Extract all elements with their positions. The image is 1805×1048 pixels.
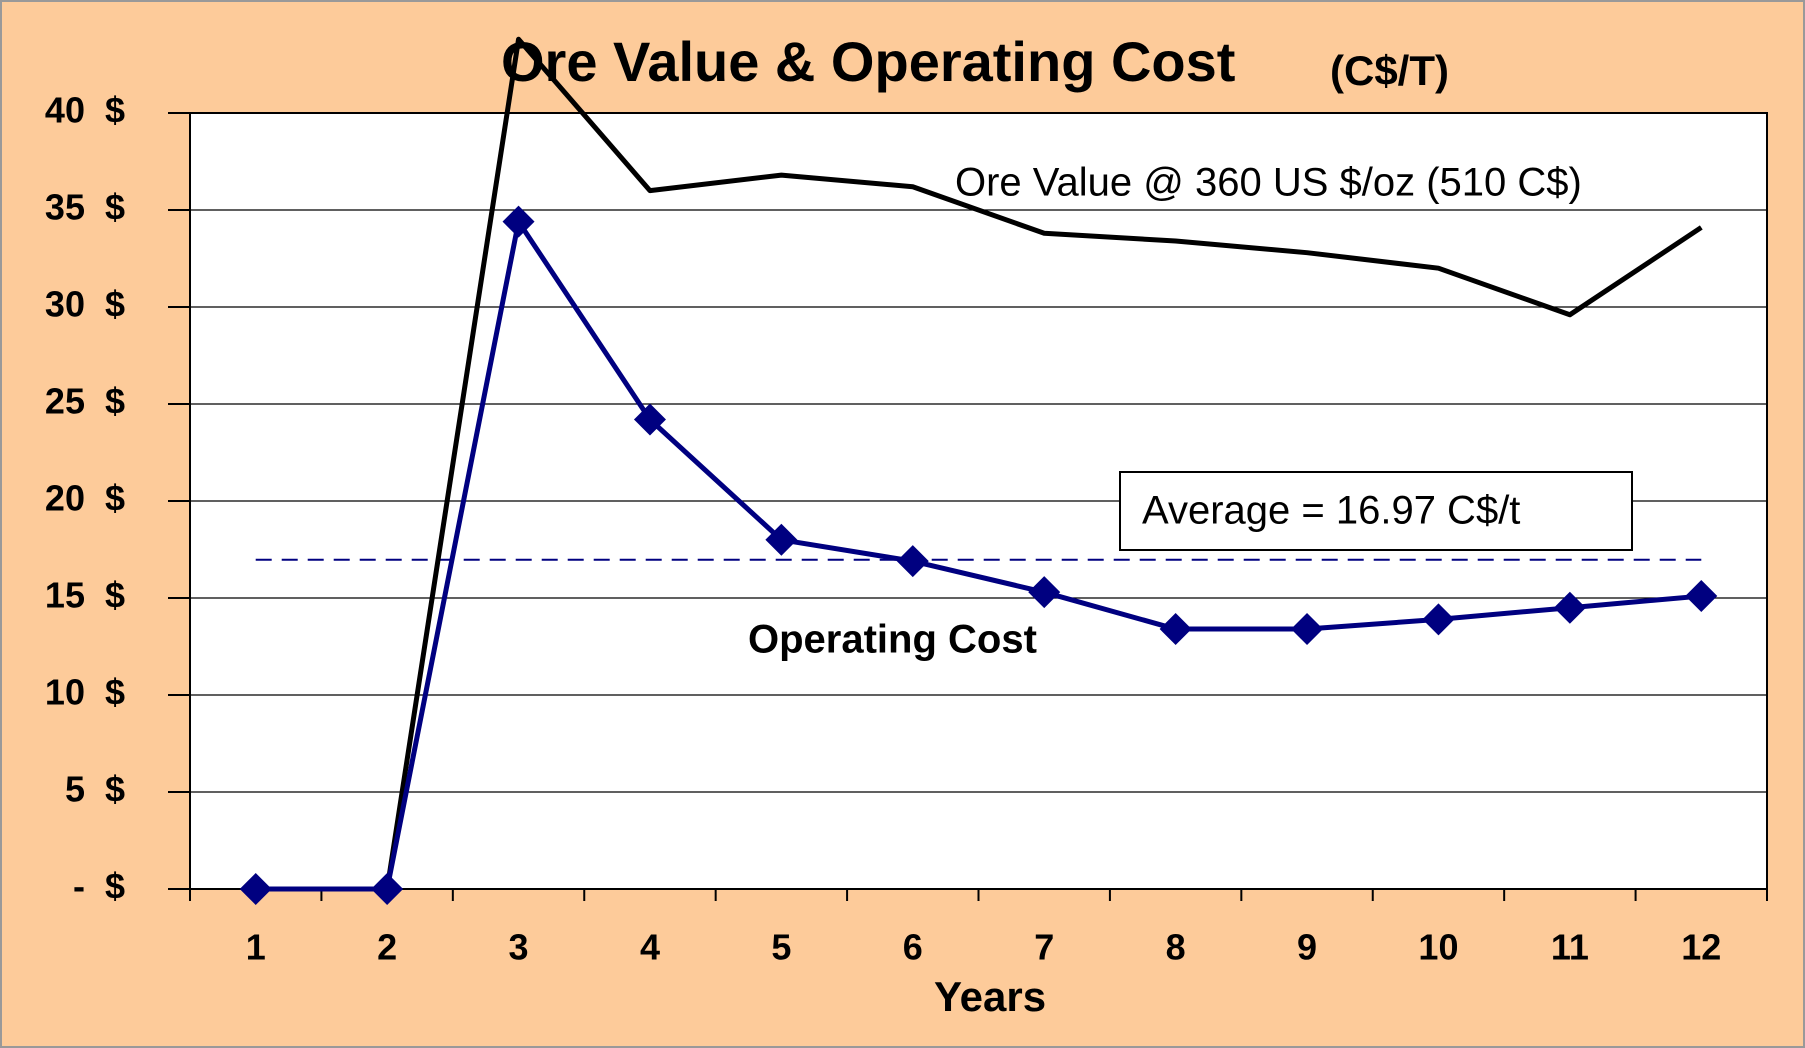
data-point bbox=[633, 403, 666, 436]
series-label: Operating Cost bbox=[748, 618, 1037, 662]
data-point bbox=[1028, 576, 1061, 609]
chart-title: Ore Value & Operating Cost bbox=[501, 30, 1235, 93]
y-tick-label: 40 $ bbox=[45, 90, 125, 131]
x-tick-label: 8 bbox=[1166, 927, 1186, 968]
x-tick-label: 1 bbox=[246, 927, 266, 968]
y-tick-label: 30 $ bbox=[45, 284, 125, 325]
data-point bbox=[1553, 591, 1586, 624]
series-line bbox=[255, 219, 1702, 892]
series-label: Ore Value @ 360 US $/oz (510 C$) bbox=[955, 161, 1582, 205]
x-tick-label: 4 bbox=[640, 927, 660, 968]
data-point bbox=[502, 205, 535, 238]
y-tick-label: - $ bbox=[73, 866, 125, 907]
average-label: Average = 16.97 C$/t bbox=[1142, 489, 1520, 533]
y-tick-label: 25 $ bbox=[45, 381, 125, 422]
average-box bbox=[1119, 471, 1633, 551]
data-point bbox=[765, 523, 798, 556]
x-tick-label: 3 bbox=[509, 927, 529, 968]
x-tick-label: 5 bbox=[771, 927, 791, 968]
x-tick-label: 6 bbox=[903, 927, 923, 968]
y-tick-label: 15 $ bbox=[45, 575, 125, 616]
data-point bbox=[1291, 613, 1324, 646]
x-tick-label: 10 bbox=[1418, 927, 1458, 968]
data-point bbox=[1159, 613, 1192, 646]
data-point bbox=[371, 873, 404, 905]
data-point bbox=[239, 873, 272, 905]
chart-subtitle: (C$/T) bbox=[1330, 47, 1449, 94]
x-tick-label: 7 bbox=[1034, 927, 1054, 968]
x-tick-label: 2 bbox=[377, 927, 397, 968]
data-point bbox=[896, 545, 929, 578]
data-point bbox=[1685, 580, 1718, 613]
y-tick-label: 20 $ bbox=[45, 478, 125, 519]
series-line bbox=[255, 36, 1703, 892]
data-point bbox=[1422, 603, 1455, 636]
x-axis-label: Years bbox=[934, 973, 1046, 1020]
x-tick-label: 9 bbox=[1297, 927, 1317, 968]
y-tick-label: 10 $ bbox=[45, 672, 125, 713]
x-tick-label: 11 bbox=[1551, 927, 1589, 968]
y-tick-label: 5 $ bbox=[65, 769, 125, 810]
x-tick-label: 12 bbox=[1681, 927, 1721, 968]
y-tick-label: 35 $ bbox=[45, 187, 125, 228]
